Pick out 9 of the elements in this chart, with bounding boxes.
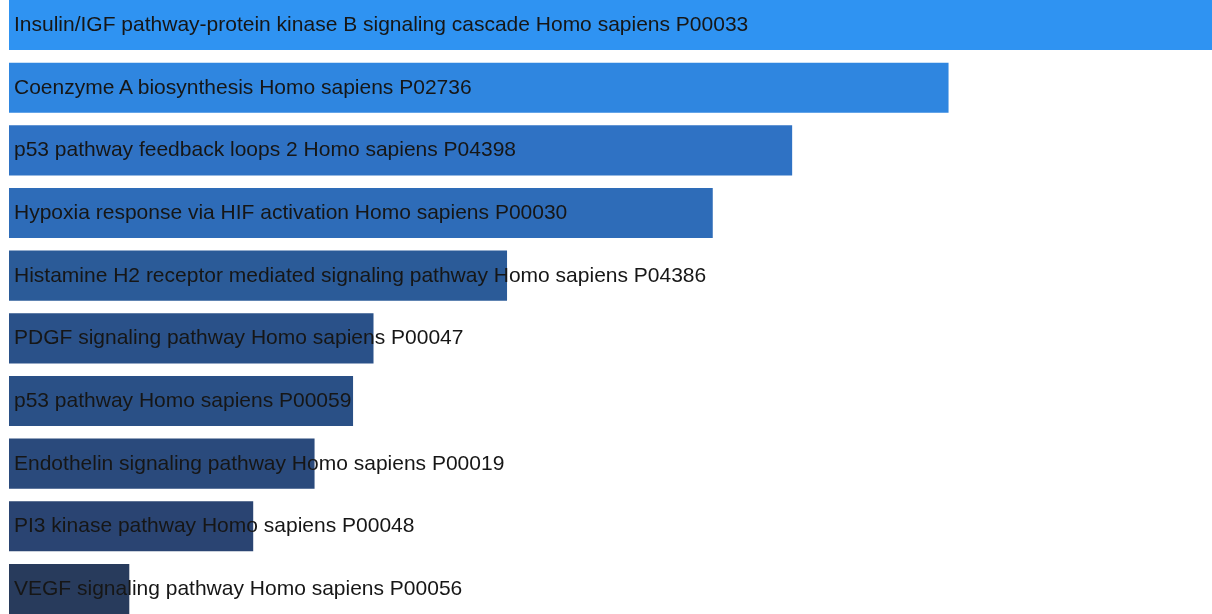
y-tick-label: p53 pathway feedback loops 2 Homo sapiens P04398 bbox=[14, 137, 517, 161]
y-tick-label: p53 pathway Homo sapiens P00059 bbox=[14, 387, 352, 411]
y-tick-label: Insulin/IGF pathway-protein kinase B signaling cascade Homo sapiens P00033 bbox=[14, 12, 749, 36]
bar bbox=[9, 187, 713, 239]
bar bbox=[9, 125, 793, 176]
y-tick-label: Coenzyme A biosynthesis Homo sapiens P02736 bbox=[14, 74, 472, 98]
y-tick-label: Hypoxia response via HIF activation Homo sapiens P00030 bbox=[14, 200, 568, 224]
bar bbox=[9, 62, 949, 113]
bar bbox=[9, 0, 1212, 51]
